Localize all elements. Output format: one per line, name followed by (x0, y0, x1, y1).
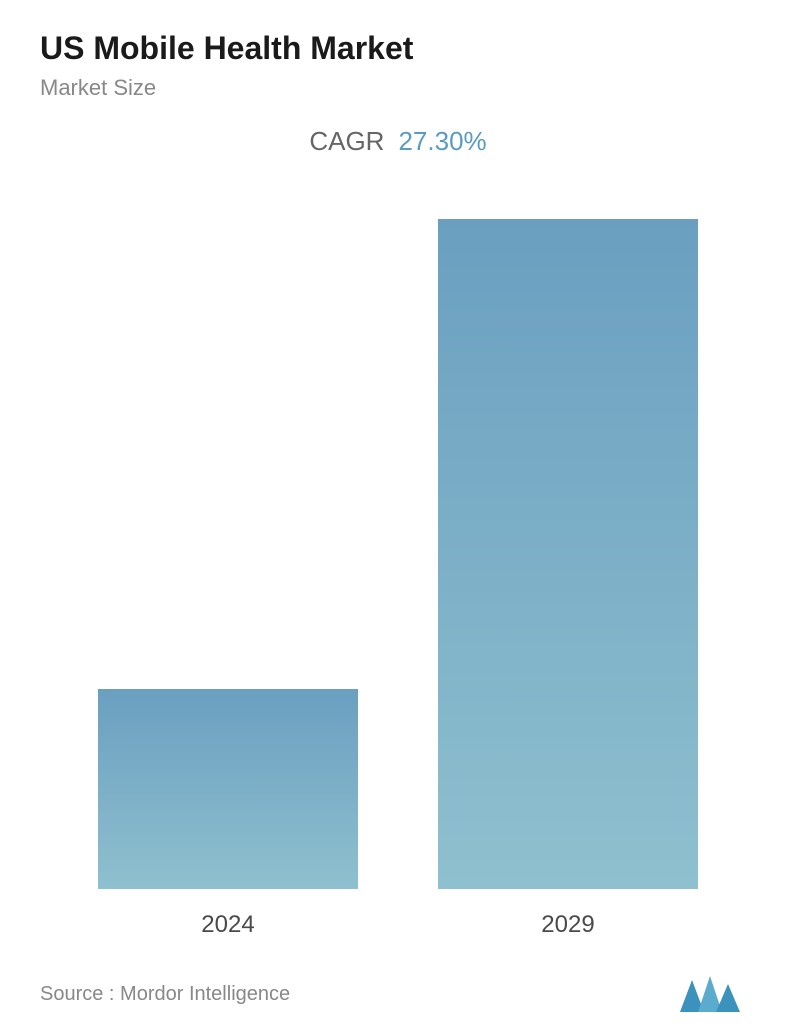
bar-group-2024: 2024 (98, 689, 358, 939)
chart-container: US Mobile Health Market Market Size CAGR… (0, 0, 796, 1034)
bar-2024 (98, 689, 358, 889)
cagr-metric: CAGR 27.30% (40, 126, 756, 157)
bar-label-2024: 2024 (201, 911, 254, 939)
chart-subtitle: Market Size (40, 75, 756, 101)
cagr-value: 27.30% (398, 126, 486, 157)
source-text: Source : Mordor Intelligence (40, 983, 290, 1006)
mordor-logo-icon (678, 974, 746, 1014)
chart-footer: Source : Mordor Intelligence (40, 954, 756, 1014)
cagr-label: CAGR (309, 126, 384, 157)
bar-2029 (438, 219, 698, 889)
bar-chart: 2024 2029 (40, 182, 756, 954)
bar-label-2029: 2029 (541, 911, 594, 939)
bar-group-2029: 2029 (438, 219, 698, 939)
chart-title: US Mobile Health Market (40, 30, 756, 67)
